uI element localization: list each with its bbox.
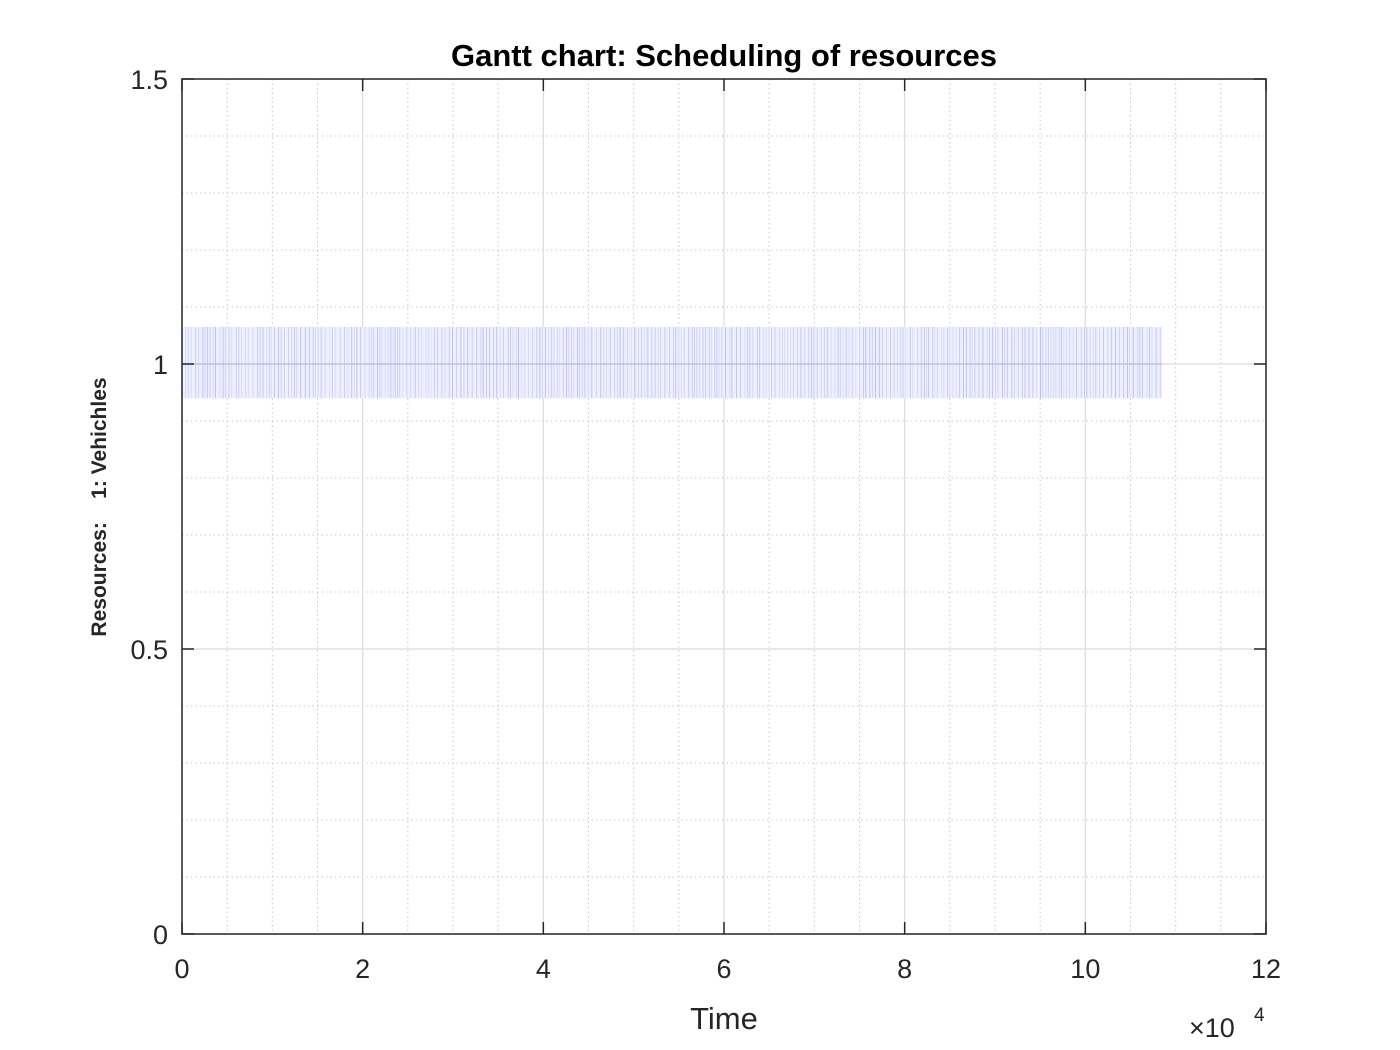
gantt-bar-resource-1 bbox=[181, 326, 1163, 399]
x-tick-label: 0 bbox=[174, 954, 189, 984]
x-axis-label: Time bbox=[690, 1001, 758, 1036]
chart-title: Gantt chart: Scheduling of resources bbox=[451, 38, 997, 73]
gantt-bars bbox=[181, 326, 1163, 399]
y-tick-label: 1 bbox=[153, 350, 168, 380]
tick-labels: 0 2 4 6 8 10 12 0 0.5 1 1.5 bbox=[130, 65, 1281, 984]
x-exponent-power: 4 bbox=[1254, 1005, 1265, 1026]
gantt-task-stripes bbox=[181, 326, 1161, 399]
x-tick-label: 4 bbox=[536, 954, 551, 984]
x-tick-label: 12 bbox=[1251, 954, 1281, 984]
y-tick-label: 0 bbox=[153, 920, 168, 950]
y-tick-label: 1.5 bbox=[130, 65, 168, 95]
x-tick-label: 8 bbox=[897, 954, 912, 984]
x-tick-label: 6 bbox=[716, 954, 731, 984]
x-exponent-base: ×10 bbox=[1189, 1013, 1235, 1043]
x-tick-label: 2 bbox=[355, 954, 370, 984]
gantt-bar-fill bbox=[182, 326, 1163, 399]
x-exponent: ×10 4 bbox=[1189, 1005, 1265, 1043]
y-tick-label: 0.5 bbox=[130, 635, 168, 665]
x-tick-label: 10 bbox=[1070, 954, 1100, 984]
axis-ticks bbox=[181, 78, 1267, 935]
y-axis-label: Resources: 1: Vehichles bbox=[88, 377, 111, 636]
